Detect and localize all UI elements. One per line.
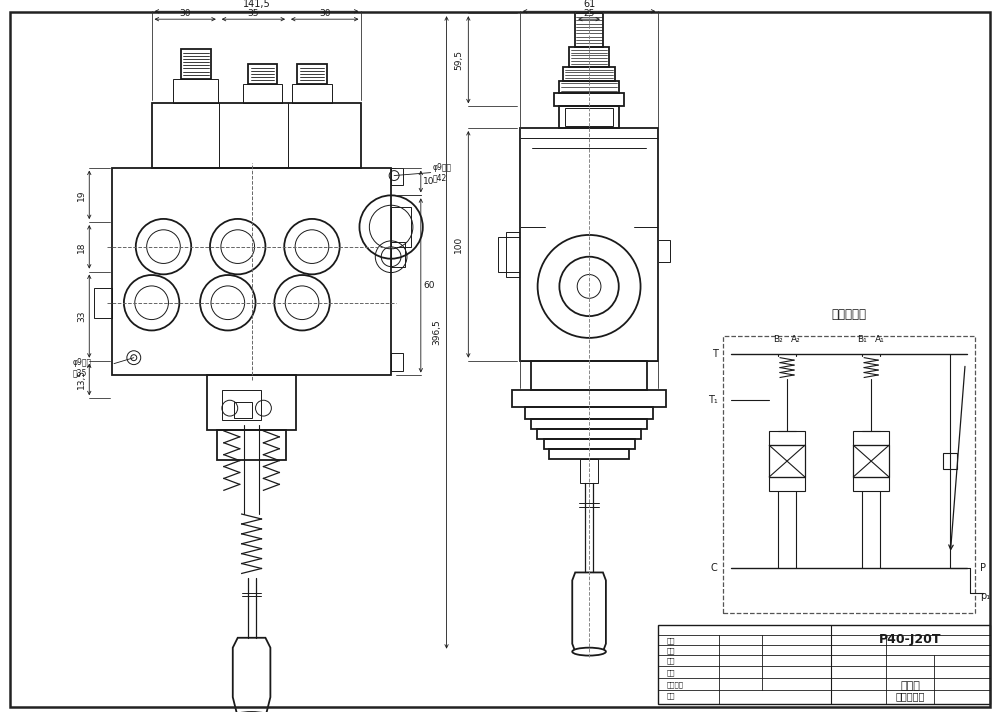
Text: φ9屔孔
高35: φ9屔孔 高35 xyxy=(72,358,92,377)
Bar xyxy=(559,80,619,93)
Bar xyxy=(173,78,218,103)
Bar xyxy=(525,407,653,419)
Bar xyxy=(234,402,252,418)
Text: 材料: 材料 xyxy=(666,657,675,664)
Text: 设计: 设计 xyxy=(666,693,675,699)
Bar xyxy=(723,336,975,613)
Text: P: P xyxy=(980,563,986,573)
Bar xyxy=(565,108,613,126)
Text: A₂: A₂ xyxy=(791,335,801,345)
Text: 多路阀: 多路阀 xyxy=(900,681,920,691)
Bar xyxy=(531,361,647,390)
Bar xyxy=(243,83,282,103)
Bar xyxy=(537,429,641,439)
Text: 60: 60 xyxy=(423,281,434,290)
Bar xyxy=(658,240,670,262)
Bar xyxy=(391,242,405,266)
Text: 35: 35 xyxy=(248,9,259,18)
Text: 图名: 图名 xyxy=(666,647,675,654)
Bar xyxy=(520,128,658,361)
Text: 100: 100 xyxy=(454,236,463,253)
Text: 30: 30 xyxy=(319,9,330,18)
Bar xyxy=(292,83,332,103)
Text: T: T xyxy=(712,349,718,359)
Bar xyxy=(658,625,990,704)
Text: B₂: B₂ xyxy=(773,335,783,345)
Bar xyxy=(853,477,889,491)
Polygon shape xyxy=(572,572,606,651)
Polygon shape xyxy=(233,638,270,712)
Bar xyxy=(853,445,889,477)
Bar xyxy=(94,288,112,318)
Bar xyxy=(391,207,411,247)
Text: B₁: B₁ xyxy=(857,335,867,345)
Text: 33: 33 xyxy=(77,310,86,322)
Text: 13,5: 13,5 xyxy=(77,370,86,389)
Text: 59,5: 59,5 xyxy=(454,50,463,70)
Text: T₁: T₁ xyxy=(708,395,718,405)
Text: 141,5: 141,5 xyxy=(243,0,270,9)
Bar xyxy=(512,390,666,407)
Text: 比例: 比例 xyxy=(666,669,675,676)
Bar xyxy=(559,106,619,128)
Bar xyxy=(554,93,624,106)
Bar xyxy=(575,14,603,47)
Text: 10: 10 xyxy=(423,177,434,186)
Bar xyxy=(112,167,391,375)
Text: 19: 19 xyxy=(77,189,86,201)
Bar xyxy=(181,49,211,78)
Bar xyxy=(853,431,889,445)
Text: A₁: A₁ xyxy=(875,335,885,345)
Bar xyxy=(217,430,286,460)
Bar xyxy=(152,103,361,167)
Ellipse shape xyxy=(572,648,606,656)
Bar xyxy=(391,167,403,185)
Bar xyxy=(391,352,403,370)
Bar xyxy=(580,459,598,483)
Bar xyxy=(207,375,296,430)
Text: 18: 18 xyxy=(77,241,86,253)
Bar xyxy=(506,232,520,276)
Text: P40-J20T: P40-J20T xyxy=(879,633,942,646)
Bar xyxy=(531,419,647,429)
Bar xyxy=(498,237,520,271)
Text: φ9屔孔
高42: φ9屔孔 高42 xyxy=(433,163,452,182)
Bar xyxy=(544,439,635,449)
Text: 61: 61 xyxy=(583,0,595,9)
Bar xyxy=(769,445,805,477)
Bar xyxy=(549,449,629,459)
Text: 396,5: 396,5 xyxy=(432,320,441,345)
Text: p₁: p₁ xyxy=(980,591,990,601)
Text: 液压原理图: 液压原理图 xyxy=(831,308,866,320)
Text: 图号: 图号 xyxy=(666,637,675,644)
Text: 外形尺寸图: 外形尺寸图 xyxy=(896,691,925,701)
Bar xyxy=(769,431,805,445)
Text: 30: 30 xyxy=(179,9,191,18)
Bar xyxy=(297,64,327,83)
Text: C: C xyxy=(711,563,718,573)
Bar xyxy=(943,453,957,469)
Text: 25: 25 xyxy=(583,9,595,18)
Bar xyxy=(563,67,615,80)
Bar xyxy=(248,64,277,83)
Bar xyxy=(769,477,805,491)
Bar xyxy=(222,390,261,420)
Text: 工艺文件: 工艺文件 xyxy=(666,681,683,688)
Bar xyxy=(569,47,609,67)
